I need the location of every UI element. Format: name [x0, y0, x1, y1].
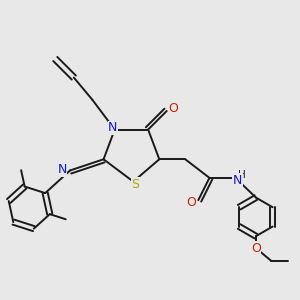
- Text: S: S: [131, 178, 139, 191]
- Text: O: O: [169, 102, 178, 115]
- Text: N: N: [57, 163, 67, 176]
- Text: N: N: [108, 121, 118, 134]
- Text: O: O: [251, 242, 261, 255]
- Text: N: N: [232, 174, 242, 187]
- Text: O: O: [186, 196, 196, 209]
- Text: H: H: [238, 170, 246, 180]
